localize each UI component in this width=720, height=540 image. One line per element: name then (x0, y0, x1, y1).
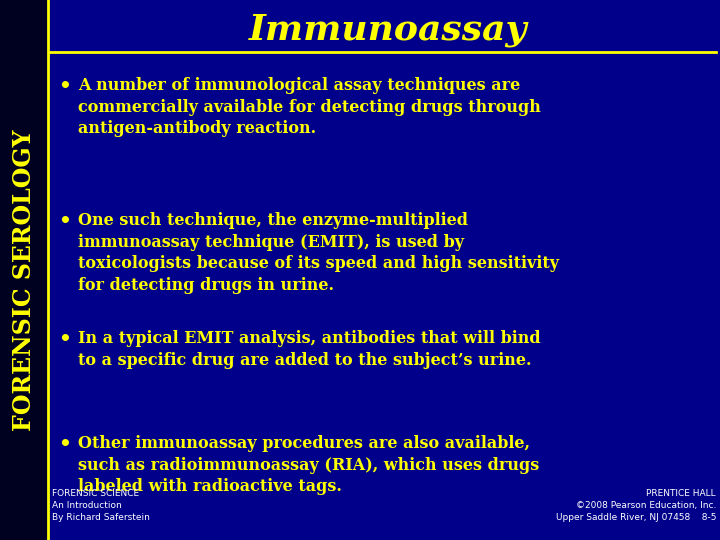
Text: One such technique, the enzyme-multiplied
immunoassay technique (EMIT), is used : One such technique, the enzyme-multiplie… (78, 212, 559, 294)
Text: FORENSIC SEROLOGY: FORENSIC SEROLOGY (12, 129, 36, 431)
Text: •: • (58, 330, 71, 349)
Text: In a typical EMIT analysis, antibodies that will bind
to a specific drug are add: In a typical EMIT analysis, antibodies t… (78, 330, 541, 368)
Text: FORENSIC SCIENCE
An Introduction
By Richard Saferstein: FORENSIC SCIENCE An Introduction By Rich… (52, 489, 150, 522)
Text: •: • (58, 77, 71, 96)
Text: •: • (58, 435, 71, 454)
Text: •: • (58, 212, 71, 231)
Text: Immunoassay: Immunoassay (248, 13, 527, 47)
Text: PRENTICE HALL
©2008 Pearson Education, Inc.
Upper Saddle River, NJ 07458    8-5: PRENTICE HALL ©2008 Pearson Education, I… (556, 489, 716, 522)
Bar (0, 0, 48, 540)
Text: A number of immunological assay techniques are
commercially available for detect: A number of immunological assay techniqu… (78, 77, 541, 137)
Text: Other immunoassay procedures are also available,
such as radioimmunoassay (RIA),: Other immunoassay procedures are also av… (78, 435, 539, 495)
